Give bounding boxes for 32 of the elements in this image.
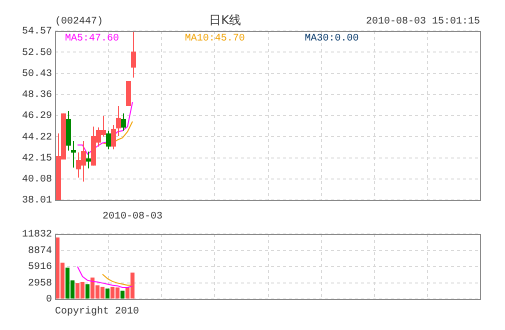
bar xyxy=(106,288,110,298)
y-tick-label: 48.36 xyxy=(22,90,52,102)
y-tick-label: 52.50 xyxy=(22,48,52,59)
text: MA5:47.60 xyxy=(65,34,120,45)
text: Copyright 2010 xyxy=(55,306,140,318)
chart-title: 日K线 xyxy=(209,13,241,28)
y-tick-label: 2958 xyxy=(28,278,52,290)
legend-label: MA30:0.00 xyxy=(304,34,359,45)
y-tick-label: 8874 xyxy=(28,246,52,257)
y-tick-label: 40.08 xyxy=(22,174,52,186)
candlestick xyxy=(86,151,91,169)
y-tick-label: 0 xyxy=(46,294,52,306)
y-tick-label: 5916 xyxy=(28,262,52,274)
y-tick-label: 42.15 xyxy=(22,153,52,164)
text: 2010-08-03 xyxy=(102,212,163,223)
y-tick-label: 46.29 xyxy=(22,111,52,122)
y-tick-label: 50.43 xyxy=(22,68,52,80)
candlestick xyxy=(106,130,111,150)
candlestick xyxy=(131,30,136,78)
text: 2010-08-03 15:01:15 xyxy=(366,16,480,28)
candlestick xyxy=(111,124,116,150)
text: MA10:45.70 xyxy=(184,34,245,45)
candlestick xyxy=(71,140,76,168)
y-tick-label: 11832 xyxy=(22,230,52,241)
bar xyxy=(120,290,124,298)
candlestick xyxy=(121,112,126,132)
y-tick-label: 44.22 xyxy=(22,132,52,144)
y-tick-label: 38.01 xyxy=(22,196,52,207)
candlestick xyxy=(116,106,121,137)
bar xyxy=(86,284,90,298)
text: (002447) xyxy=(55,16,104,28)
y-tick-label: 54.57 xyxy=(22,26,52,38)
